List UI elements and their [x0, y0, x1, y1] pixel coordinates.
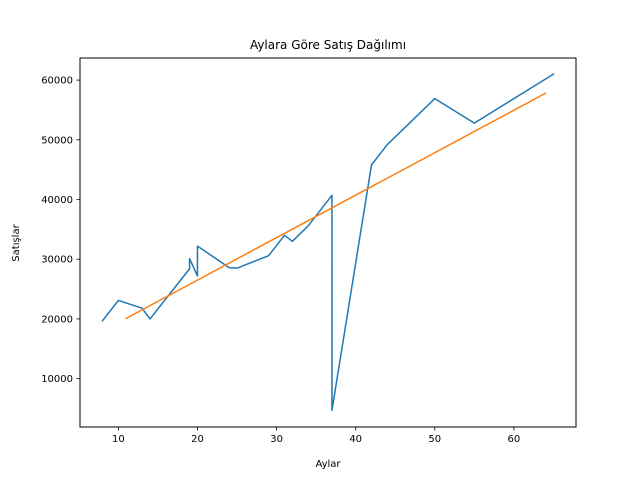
y-axis-label: Satışlar [11, 223, 22, 261]
x-tick-label: 60 [508, 434, 521, 445]
x-tick-label: 10 [112, 434, 125, 445]
x-tick-label: 40 [349, 434, 362, 445]
y-tick-label: 60000 [41, 76, 73, 87]
chart-title: Aylara Göre Satış Dağılımı [250, 38, 406, 52]
x-tick-label: 50 [428, 434, 441, 445]
y-tick-label: 40000 [41, 195, 73, 206]
x-tick-label: 30 [270, 434, 283, 445]
y-tick-label: 10000 [41, 374, 73, 385]
y-tick-label: 50000 [41, 135, 73, 146]
y-tick-label: 20000 [41, 314, 73, 325]
y-tick-label: 30000 [41, 255, 73, 266]
x-axis-label: Aylar [315, 459, 341, 470]
x-tick-label: 20 [191, 434, 204, 445]
